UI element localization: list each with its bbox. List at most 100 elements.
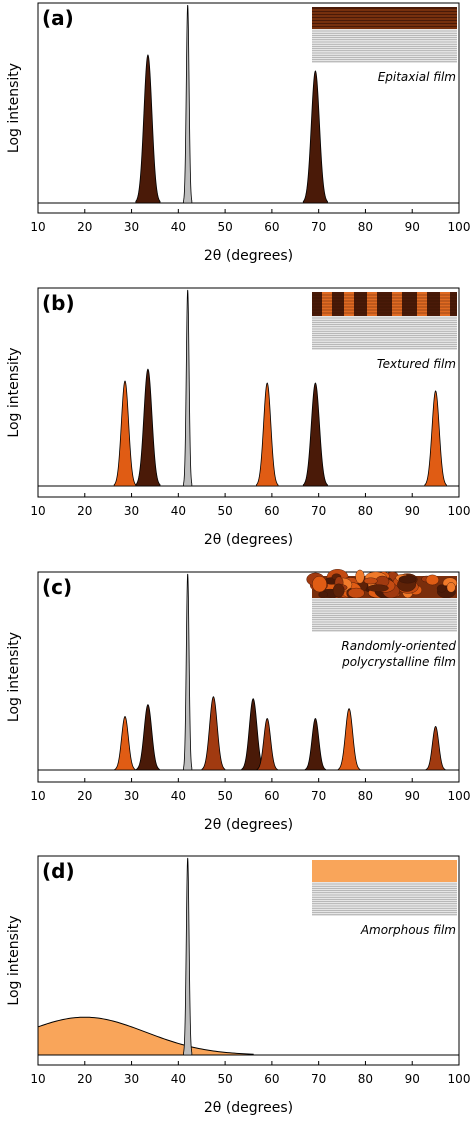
polycrystalline-grain [363,577,378,585]
y-axis-title: Log intensity [6,915,22,1005]
x-tick-label-50: 50 [217,1072,232,1086]
panel-letter: (c) [42,575,72,599]
x-tick-label-10: 10 [30,789,45,803]
film-peak-5 [256,718,278,771]
polycrystalline-grain [318,591,328,599]
substrate-layer [312,29,457,63]
panel-letter: (d) [42,859,75,883]
substrate-peak-2 [183,289,193,487]
film-peak-0 [114,716,136,771]
x-tick-label-10: 10 [30,220,45,234]
film-peak-3 [201,696,226,771]
chart-panel-a: 10 20 30 40 50 60 70 80 90 100 2θ (degrees) Log int… [6,2,471,264]
x-tick-label-10: 10 [30,1072,45,1086]
polycrystalline-grain [398,575,417,584]
x-tick-label-40: 40 [171,1072,186,1086]
x-tick-label-60: 60 [264,504,279,518]
x-tick-label-20: 20 [77,220,92,234]
x-tick-label-80: 80 [358,504,373,518]
x-axis-title: 2θ (degrees) [204,248,293,264]
x-tick-label-40: 40 [171,504,186,518]
film-type-label: Randomly-oriented [341,639,456,653]
film-type-label: Epitaxial film [378,70,456,84]
substrate-peak-1 [183,4,193,204]
film-peak-7 [337,708,361,771]
x-tick-label-60: 60 [264,220,279,234]
x-tick-label-70: 70 [311,789,326,803]
polycrystalline-grain [367,584,389,592]
polycrystalline-grain [312,575,327,593]
x-tick-label-90: 90 [405,220,420,234]
y-axis-title: Log intensity [6,63,22,153]
film-type-label: Amorphous film [360,923,456,937]
x-tick-label-30: 30 [124,1072,139,1086]
film-peak-4 [302,382,328,487]
film-type-label: Textured film [377,357,456,371]
x-axis-title: 2θ (degrees) [204,532,293,548]
polycrystalline-grain [355,569,365,584]
film-layer [312,860,457,882]
x-tick-label-80: 80 [358,789,373,803]
polycrystalline-grain [446,582,456,593]
chart-panel-b: 10 20 30 40 50 60 70 80 90 100 2θ (degrees) Log int… [6,287,471,548]
polycrystalline-grain [347,587,365,599]
panel-letter: (b) [42,291,75,315]
film-peak-6 [304,718,326,771]
x-tick-label-30: 30 [124,789,139,803]
x-tick-label-50: 50 [217,220,232,234]
x-tick-label-100: 100 [448,220,471,234]
substrate-layer [312,316,457,350]
x-tick-label-80: 80 [358,1072,373,1086]
x-tick-label-70: 70 [311,504,326,518]
film-peak-5 [424,390,447,487]
x-tick-label-20: 20 [77,1072,92,1086]
polycrystalline-grain [425,574,439,586]
x-tick-label-100: 100 [448,504,471,518]
film-layer [312,7,457,29]
x-tick-label-70: 70 [311,1072,326,1086]
substrate-peak-0 [183,857,193,1056]
x-tick-label-40: 40 [171,789,186,803]
polycrystalline-grain [436,584,447,593]
x-tick-label-70: 70 [311,220,326,234]
substrate-layer [312,598,457,632]
polycrystalline-grain [332,583,345,598]
x-tick-label-50: 50 [217,504,232,518]
film-schematic: Textured film [312,292,457,371]
x-tick-label-10: 10 [30,504,45,518]
x-tick-label-20: 20 [77,789,92,803]
film-peak-1 [135,368,161,487]
film-peak-8 [425,725,446,771]
y-axis-title: Log intensity [6,632,22,722]
film-schematic: Amorphous film [312,860,457,937]
chart-panel-c: 10 20 30 40 50 60 70 80 90 100 2θ (degrees) Log int… [6,569,470,833]
x-tick-label-60: 60 [264,789,279,803]
film-peak-1 [136,704,160,771]
film-schematic: Randomly-oriented polycrystalline film [306,569,458,669]
x-tick-label-80: 80 [358,220,373,234]
substrate-layer [312,882,457,916]
x-tick-label-20: 20 [77,504,92,518]
x-axis-title: 2θ (degrees) [204,817,293,833]
film-schematic: Epitaxial film [312,7,457,84]
amorphous-hump [37,1016,254,1056]
x-tick-label-100: 100 [448,789,471,803]
x-tick-label-90: 90 [405,789,420,803]
film-peak-0 [113,380,137,487]
film-peak-3 [255,382,279,487]
x-tick-label-50: 50 [217,789,232,803]
film-peak-2 [302,70,328,204]
film-peak-0 [135,54,161,204]
panel-letter: (a) [42,6,74,30]
x-tick-label-30: 30 [124,504,139,518]
x-tick-label-90: 90 [405,1072,420,1086]
substrate-peak-2 [183,573,193,771]
x-tick-label-60: 60 [264,1072,279,1086]
x-tick-label-90: 90 [405,504,420,518]
x-tick-label-100: 100 [448,1072,471,1086]
x-axis-title: 2θ (degrees) [204,1100,293,1116]
x-tick-label-40: 40 [171,220,186,234]
y-axis-title: Log intensity [6,347,22,437]
film-type-label: polycrystalline film [341,655,456,669]
